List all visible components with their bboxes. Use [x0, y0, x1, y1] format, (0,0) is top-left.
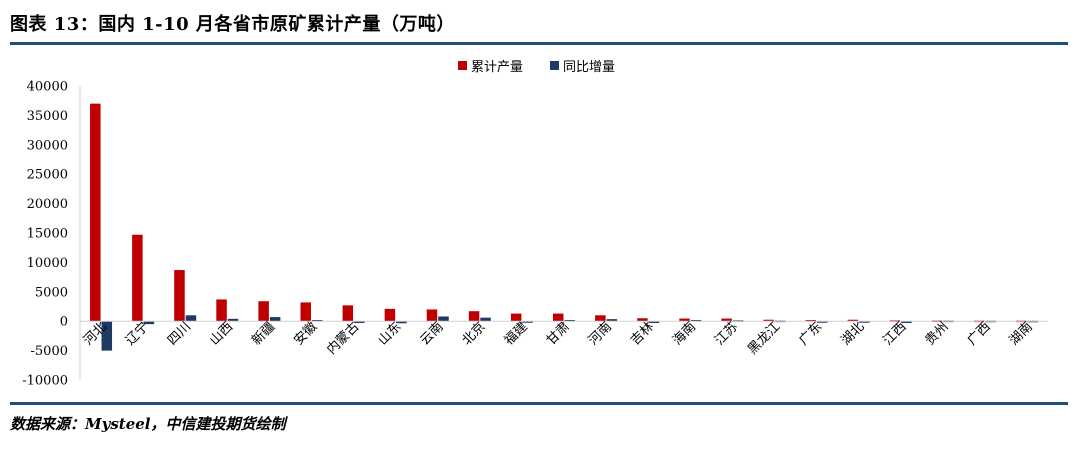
legend-swatch-yoy-increase — [550, 61, 559, 70]
bar-cumulative-output — [468, 311, 480, 322]
x-category-label: 广东 — [796, 319, 825, 348]
y-tick-label: 30000 — [27, 138, 68, 153]
bar-yoy-increase — [438, 316, 449, 322]
x-category-label: 海南 — [669, 319, 699, 349]
y-tick-label: -5000 — [31, 344, 68, 359]
bar-yoy-increase — [354, 321, 365, 323]
x-category-label: 贵州 — [923, 319, 952, 348]
y-tick-label: 10000 — [27, 256, 68, 271]
y-tick-label: 40000 — [27, 80, 68, 95]
bar-cumulative-output — [553, 313, 564, 322]
bar-chart: 累计产量 同比增量 -10000 -5000 0 5000 10000 15000 20000… — [22, 60, 1048, 389]
chart-legend: 累计产量 同比增量 — [458, 60, 615, 75]
bar-cumulative-output — [426, 309, 438, 322]
bar-cumulative-output — [763, 319, 774, 322]
chart-title: 图表 13：国内 1-10 月各省市原矿累计产量（万吨） — [10, 14, 455, 35]
bar-yoy-increase — [101, 321, 113, 351]
y-tick-label: -10000 — [22, 374, 68, 389]
header-rule — [10, 42, 1068, 45]
bar-yoy-increase — [859, 321, 870, 323]
y-axis: -10000 -5000 0 5000 10000 15000 20000 25000 3000… — [22, 80, 81, 389]
x-category-label: 河南 — [585, 319, 615, 349]
x-category-label: 内蒙古 — [323, 319, 362, 358]
x-category-label: 安徽 — [291, 319, 320, 348]
x-category-label: 云南 — [417, 319, 447, 349]
bar-cumulative-output — [847, 319, 859, 322]
x-category-label: 新疆 — [249, 319, 279, 349]
y-tick-label: 25000 — [27, 168, 68, 183]
x-axis: 河北 辽宁 四川 山西 新疆 安徽 内蒙古 山东 云南 北京 福建 甘肃 河南 吉林 海南 江苏 黑龙江 广东 湖北… — [80, 319, 1048, 358]
x-category-label: 黑龙江 — [745, 319, 783, 357]
x-category-label: 甘肃 — [544, 319, 573, 348]
legend-label: 同比增量 — [563, 60, 615, 75]
bar-cumulative-output — [174, 270, 185, 322]
data-source-note: 数据来源：Mysteel，中信建投期货绘制 — [10, 415, 286, 433]
x-category-label: 吉林 — [628, 319, 657, 348]
bar-yoy-increase — [185, 315, 197, 322]
bar-yoy-increase — [817, 321, 828, 323]
bar-cumulative-output — [300, 302, 311, 322]
x-category-label: 福建 — [502, 319, 531, 348]
footer-rule — [10, 402, 1068, 405]
bar-cumulative-output — [132, 234, 143, 322]
bar-series — [90, 103, 1038, 351]
x-category-label: 湖北 — [838, 319, 867, 348]
y-tick-label: 20000 — [27, 197, 68, 212]
bar-yoy-increase — [480, 317, 491, 322]
bar-yoy-increase — [648, 321, 660, 323]
bar-yoy-increase — [269, 317, 281, 322]
bar-cumulative-output — [721, 318, 732, 322]
y-tick-label: 15000 — [27, 227, 68, 242]
x-category-label: 湖南 — [1006, 319, 1036, 349]
bar-yoy-increase — [606, 319, 618, 322]
legend-label: 累计产量 — [471, 60, 523, 75]
bar-cumulative-output — [510, 313, 522, 322]
bar-yoy-increase — [227, 318, 239, 322]
legend-swatch-cumulative-output — [458, 61, 467, 70]
bar-yoy-increase — [396, 321, 407, 324]
bar-cumulative-output — [90, 103, 101, 322]
bar-cumulative-output — [258, 301, 269, 322]
x-category-label: 江西 — [881, 319, 910, 348]
bar-cumulative-output — [679, 318, 690, 322]
y-tick-label: 5000 — [35, 285, 68, 300]
bar-cumulative-output — [384, 308, 396, 322]
bar-cumulative-output — [342, 305, 354, 322]
bar-cumulative-output — [637, 318, 648, 322]
x-category-label: 广西 — [965, 319, 994, 348]
x-category-label: 北京 — [460, 319, 489, 348]
bar-yoy-increase — [522, 321, 533, 323]
x-category-label: 山西 — [207, 319, 236, 348]
bar-yoy-increase — [143, 321, 155, 325]
bar-cumulative-output — [595, 315, 606, 322]
y-tick-label: 0 — [60, 315, 68, 330]
bar-cumulative-output — [216, 299, 227, 322]
x-category-label: 四川 — [165, 319, 194, 348]
x-category-label: 山东 — [375, 319, 404, 348]
x-category-label: 江苏 — [711, 319, 741, 349]
y-tick-label: 35000 — [27, 109, 68, 124]
bar-yoy-increase — [901, 321, 912, 323]
